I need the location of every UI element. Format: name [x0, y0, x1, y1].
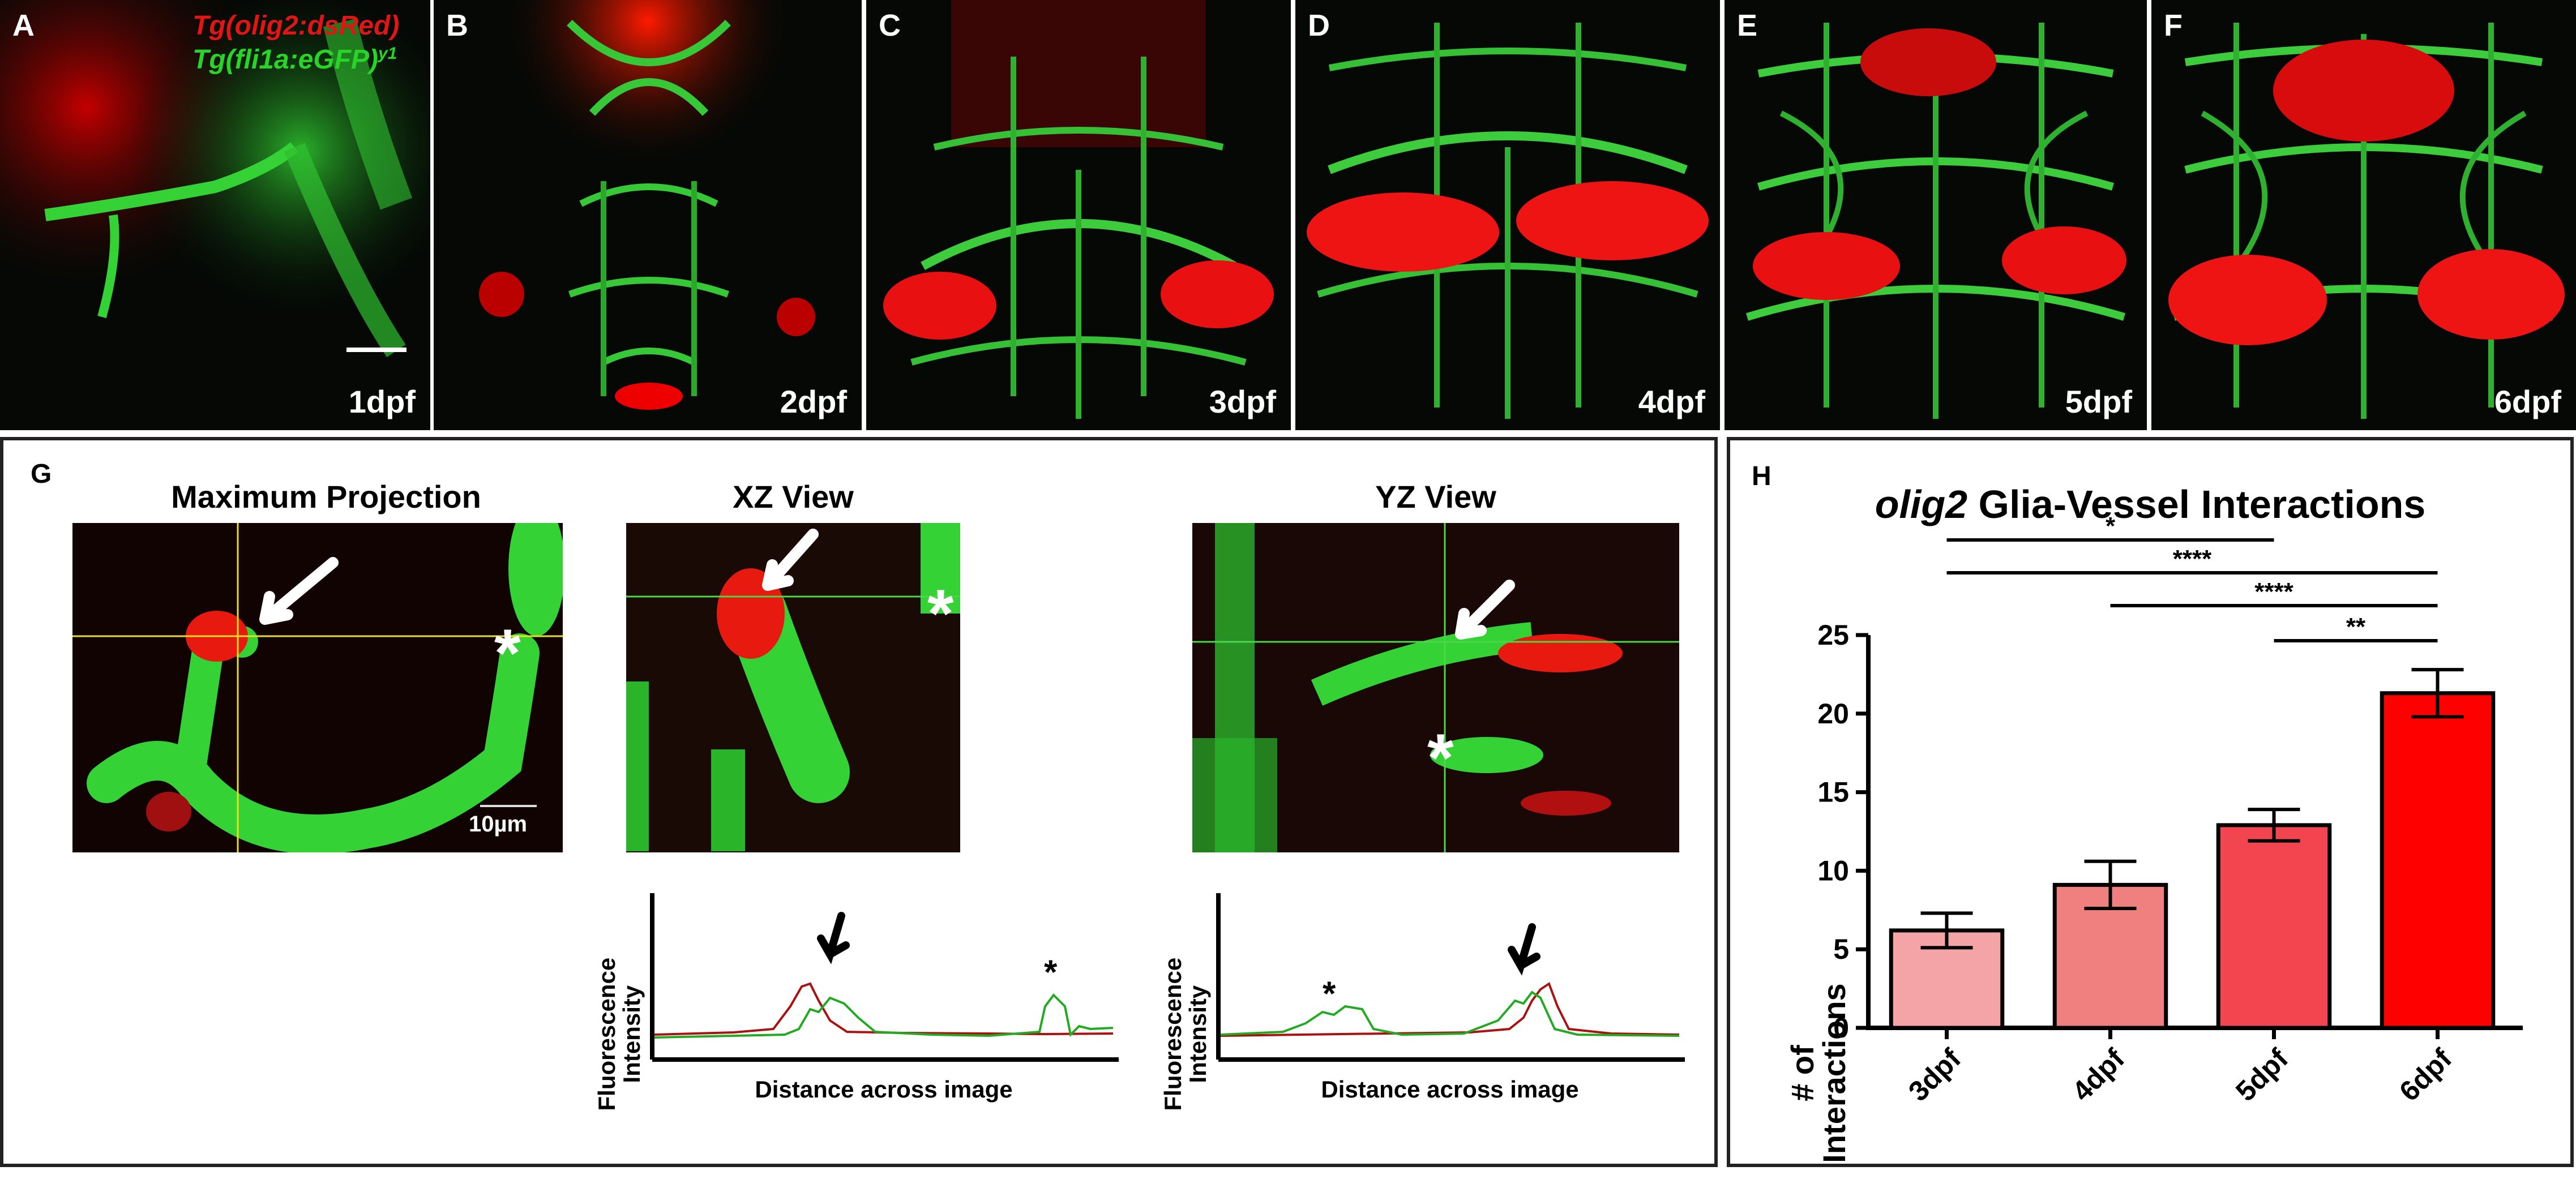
panel-letter: C [879, 8, 901, 42]
panel-letter: F [2164, 8, 2183, 42]
day-label: 6dpf [2494, 384, 2561, 419]
day-label: 1dpf [348, 384, 416, 419]
day-label: 2dpf [780, 384, 847, 419]
legend-fli1a-superscript: y1 [378, 44, 397, 63]
legend-fli1a-text: Tg(fli1a:eGFP) [192, 45, 379, 75]
scale-bar [346, 348, 406, 352]
xz-view-image: * [626, 523, 960, 852]
asterisk-marker: * [1323, 975, 1336, 1013]
asterisk-marker: * [494, 615, 521, 691]
yz-view-image: * [1192, 523, 1679, 852]
y-tick-label: 20 [1817, 698, 1849, 730]
asterisk-marker: * [927, 576, 954, 651]
profile-plot-xz: * [650, 893, 1119, 1062]
scale-bar-label: 10µm [469, 812, 528, 837]
panel-a-image: A Tg(olig2:dsRed) Tg(fli1a:eGFP)y1 1dpf [0, 0, 430, 430]
chart-title-rest: Glia-Vessel Interactions [1967, 482, 2426, 526]
significance-label: **** [2173, 545, 2212, 573]
profile-plot-yz: * [1216, 893, 1685, 1062]
panel-h-box: H olig2 Glia-Vessel Interactions # of In… [1727, 437, 2574, 1167]
x-tick-label: 6dpf [2393, 1043, 2458, 1107]
panel-letter: H [1752, 461, 1771, 491]
title-max-projection: Maximum Projection [171, 479, 481, 514]
y-tick-label: 0 [1833, 1012, 1849, 1044]
panel-letter: A [12, 8, 35, 42]
legend-fli1a-egfp: Tg(fli1a:eGFP)y1 [192, 45, 397, 74]
title-xz-view: XZ View [733, 479, 854, 514]
panel-b-image: B 2dpf [434, 0, 862, 430]
profile-ylabel-yz: Fluorescence Intensity [1159, 944, 1211, 1125]
day-label: 4dpf [1638, 384, 1705, 419]
x-tick-label: 3dpf [1902, 1043, 1967, 1107]
profile-ylabel-line2: Intensity [1184, 985, 1211, 1083]
profile-ylabel-line1: Fluorescence [593, 957, 620, 1111]
panel-letter: G [31, 459, 52, 489]
panel-f-image: F 6dpf [2151, 0, 2576, 430]
profile-xlabel-xz: Distance across image [755, 1076, 1013, 1103]
asterisk-marker: * [1044, 953, 1058, 991]
x-tick-label: 4dpf [2066, 1043, 2130, 1107]
significance-label: * [2106, 512, 2116, 540]
y-tick-label: 5 [1833, 933, 1849, 965]
panel-letter: E [1737, 8, 1758, 42]
y-tick-label: 15 [1817, 777, 1849, 808]
panel-d-image: D 4dpf [1295, 0, 1720, 430]
day-label: 5dpf [2065, 384, 2132, 419]
panel-g-box: G Maximum Projection XZ View YZ View * 1… [0, 437, 1718, 1167]
y-tick-label: 10 [1817, 855, 1849, 886]
day-label: 3dpf [1209, 384, 1276, 419]
profile-ylabel-xz: Fluorescence Intensity [593, 944, 645, 1125]
profile-ylabel-line1: Fluorescence [1159, 957, 1186, 1111]
x-tick-label: 5dpf [2230, 1043, 2294, 1107]
legend-olig2-dsred: Tg(olig2:dsRed) [192, 11, 400, 41]
max-projection-image: * 10µm [72, 523, 563, 852]
title-yz-view: YZ View [1375, 479, 1496, 514]
asterisk-marker: * [1427, 720, 1454, 796]
significance-label: **** [2254, 578, 2293, 606]
profile-xlabel-yz: Distance across image [1321, 1076, 1579, 1103]
chart-title-italic: olig2 [1875, 482, 1968, 526]
bar [2216, 823, 2332, 1030]
bar [2380, 691, 2496, 1030]
panel-c-image: C 3dpf [866, 0, 1291, 430]
significance-label: ** [2346, 613, 2366, 641]
y-tick-label: 25 [1817, 619, 1849, 651]
chart-title: olig2 Glia-Vessel Interactions [1730, 484, 2570, 524]
profile-ylabel-line2: Intensity [618, 985, 645, 1083]
panel-e-image: E 5dpf [1725, 0, 2147, 430]
panel-letter: B [446, 8, 468, 42]
panel-letter: D [1308, 8, 1330, 42]
